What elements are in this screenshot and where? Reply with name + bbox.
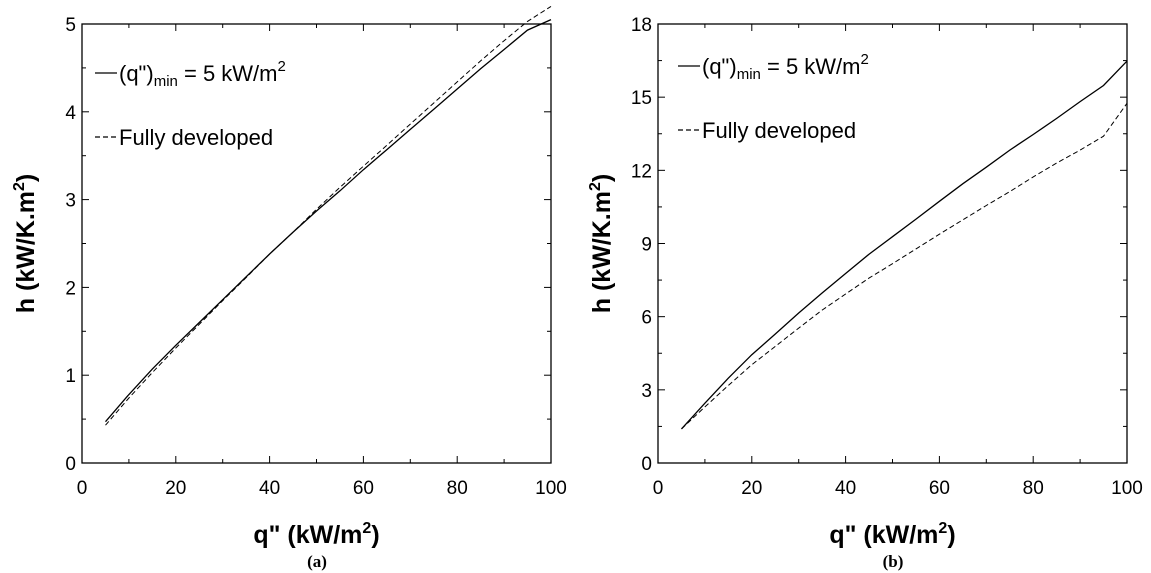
series-line-qmin [681, 60, 1128, 430]
legend-label: (q")min = 5 kW/m2 [702, 51, 869, 83]
y-tick-label: 0 [641, 454, 652, 475]
x-tick-label: 40 [835, 478, 856, 499]
x-tick-label: 60 [929, 478, 950, 499]
x-tick-label: 0 [77, 478, 88, 499]
y-tick-label: 1 [65, 366, 76, 387]
x-tick-label: 0 [653, 478, 664, 499]
x-tick-label: 100 [535, 478, 567, 499]
legend-label: (q")min = 5 kW/m2 [119, 58, 286, 90]
legend-label: Fully developed [702, 118, 856, 143]
x-tick-label: 40 [259, 478, 280, 499]
y-axis-label: h (kW/K.m2) [11, 174, 40, 313]
chart-panel-a: 0 20 40 60 80 100 0 1 2 3 4 5 (q")min = 5 kW/m2 Fully… [11, 5, 567, 571]
x-tick-label: 80 [1023, 478, 1044, 499]
plot-frame [657, 23, 1128, 464]
x-tick-label: 100 [1111, 478, 1143, 499]
panel-caption: (b) [883, 552, 904, 571]
y-tick-label: 4 [65, 103, 76, 124]
y-tick-label: 9 [641, 235, 652, 256]
y-tick-label: 6 [641, 308, 652, 329]
chart-panel-b: 0 20 40 60 80 100 0 3 6 9 12 15 18 (q")min = 5 kW/m2 F… [587, 15, 1143, 571]
x-axis-label: q" (kW/m2) [829, 520, 955, 549]
x-tick-label: 60 [353, 478, 374, 499]
x-tick-label: 80 [447, 478, 468, 499]
x-tick-label: 20 [165, 478, 186, 499]
y-tick-label: 3 [641, 381, 652, 402]
y-tick-label: 0 [65, 454, 76, 475]
y-tick-label: 18 [631, 15, 652, 36]
y-tick-label: 3 [65, 191, 76, 212]
y-tick-label: 2 [65, 278, 76, 299]
x-tick-label: 20 [741, 478, 762, 499]
series-line-fully-developed [681, 103, 1128, 430]
y-tick-label: 12 [631, 161, 652, 182]
y-tick-label: 5 [65, 15, 76, 36]
y-axis-label: h (kW/K.m2) [587, 174, 616, 313]
series-line-fully-developed [105, 5, 552, 426]
x-axis-label: q" (kW/m2) [253, 520, 379, 549]
legend-label: Fully developed [119, 125, 273, 150]
y-tick-label: 15 [631, 88, 652, 109]
series-line-qmin [105, 19, 552, 423]
panel-caption: (a) [307, 552, 327, 571]
plot-frame [81, 23, 552, 464]
